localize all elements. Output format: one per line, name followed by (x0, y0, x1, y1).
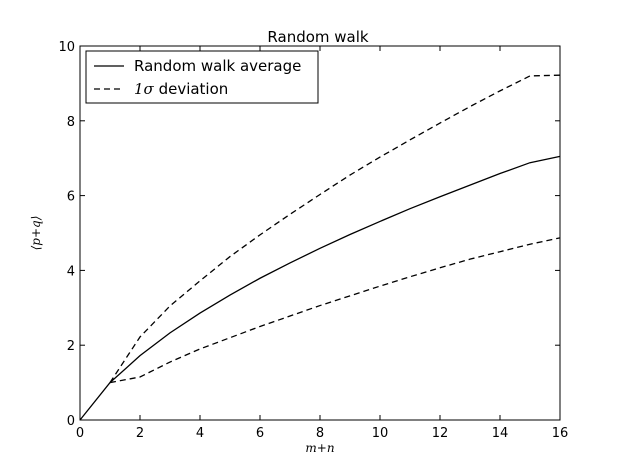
x-tick-label: 2 (136, 426, 144, 441)
plot-area (79, 45, 561, 421)
legend-sigma-symbol: 1σ (134, 80, 155, 98)
x-tick-label: 14 (492, 426, 509, 441)
y-tick-label: 10 (58, 40, 75, 55)
y-tick-label: 4 (67, 264, 75, 279)
legend: Random walk average 1σ deviation (85, 50, 319, 104)
x-tick-label: 4 (196, 426, 204, 441)
y-axis-ticks: 0 2 4 6 8 10 (58, 40, 560, 429)
chart-title: Random walk (267, 28, 368, 46)
legend-box (85, 50, 319, 104)
x-axis-ticks: 0 2 4 6 8 10 12 14 16 (76, 46, 568, 441)
y-axis-label: ⟨p+q⟩ (29, 216, 43, 251)
x-tick-label: 12 (432, 426, 449, 441)
y-tick-label: 2 (67, 339, 75, 354)
x-tick-label: 8 (316, 426, 324, 441)
series-line-1 (109, 74, 561, 383)
series-line-0 (79, 155, 561, 421)
legend-deviation-text: deviation (154, 80, 229, 98)
series-layer (79, 74, 561, 421)
x-tick-label: 6 (256, 426, 264, 441)
x-axis-label: m+n (305, 441, 334, 455)
legend-average-label: Random walk average (134, 57, 301, 75)
y-tick-label: 6 (67, 190, 75, 205)
y-tick-label: 8 (67, 115, 75, 130)
series-line-2 (109, 237, 561, 384)
x-tick-label: 0 (76, 426, 84, 441)
x-tick-label: 16 (552, 426, 569, 441)
y-tick-label: 0 (67, 414, 75, 429)
x-tick-label: 10 (372, 426, 389, 441)
legend-deviation-label: 1σ deviation (134, 80, 228, 98)
